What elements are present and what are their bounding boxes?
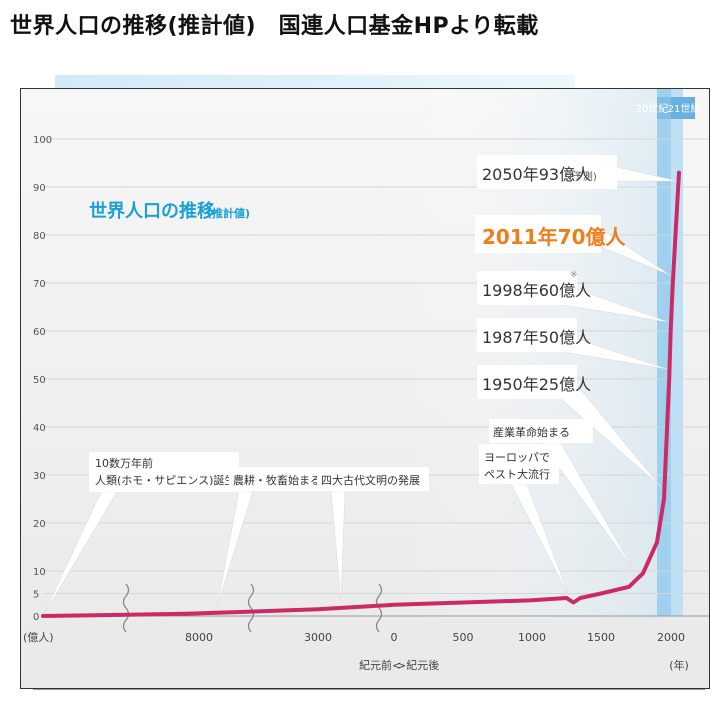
x-label-bce: 紀元前<	[359, 658, 401, 672]
series-line	[41, 170, 681, 618]
y-tick-label: 0	[33, 612, 39, 623]
y-axis-unit: (億人)	[23, 631, 54, 644]
y-tick-label: 50	[33, 375, 46, 386]
annotation-industrial: 産業革命始まる	[489, 419, 593, 443]
annotation-text: 人類(ホモ・サピエンス)誕生	[95, 473, 235, 487]
x-tick-label: 3000	[304, 631, 332, 644]
annotation-civ: 四大古代文明の発展	[317, 467, 429, 491]
axis-break-mark	[247, 583, 255, 633]
annotation-p1998: 1998年60億人※	[477, 270, 591, 305]
annotation-box	[477, 365, 577, 399]
chart-frame: 20世紀 21世紀 0 5 10 20 30 40 50 60 70 80 90 100 (億人) 800…	[20, 88, 710, 689]
x-label-ce: >紀元後	[397, 658, 439, 672]
annotation-box	[477, 155, 617, 189]
annotation-box	[477, 318, 577, 352]
annotation-p2050: 2050年93億人(予測)	[477, 155, 617, 189]
page-title: 世界人口の推移(推計値) 国連人口基金HPより転載	[10, 14, 539, 39]
y-tick-label: 40	[33, 423, 46, 434]
x-tick-label: 500	[453, 631, 474, 644]
century-21-box	[671, 97, 695, 119]
century-20-box	[657, 97, 671, 119]
annotation-p1987: 1987年50億人	[477, 318, 591, 352]
x-tick-label: 1000	[518, 631, 546, 644]
population-chart: 20世紀 21世紀 0 5 10 20 30 40 50 60 70 80 90 100 (億人) 800…	[21, 89, 709, 688]
annotation-box	[89, 452, 239, 492]
y-tick-label: 90	[33, 183, 46, 194]
annotation-p1950: 1950年25億人	[477, 365, 591, 399]
annotation-text: ヨーロッパで	[484, 451, 550, 464]
annotation-p2011: 2011年70億人	[475, 215, 626, 253]
y-tick-label: 70	[33, 279, 46, 290]
annotation-text: 1987年50億人	[482, 328, 591, 347]
y-tick-label: 60	[33, 327, 46, 338]
y-tick-label: 100	[33, 135, 52, 146]
annotation-text: 2050年93億人	[482, 165, 591, 184]
annotation-mark: ※	[570, 270, 578, 280]
axis-break-mark	[375, 583, 383, 633]
chart-title-note: (推計値)	[207, 206, 250, 220]
axis-break-mark	[122, 583, 130, 633]
annotation-text: 農耕・牧畜始まる	[233, 473, 321, 487]
y-tick-label: 10	[33, 567, 46, 578]
annotation-note: (予測)	[569, 170, 597, 183]
annotation-box	[477, 271, 577, 305]
y-tick-label: 5	[33, 590, 39, 601]
x-tick-label: 0	[391, 631, 398, 644]
chart-title: 世界人口の推移	[89, 200, 215, 222]
band-20th-century	[657, 89, 671, 616]
annotation-text: 四大古代文明の発展	[321, 473, 420, 487]
annotation-text: 10数万年前	[95, 456, 153, 470]
century-label: 21世紀	[668, 102, 701, 115]
y-tick-label: 30	[33, 471, 46, 482]
y-tick-label: 20	[33, 519, 46, 530]
annotation-box	[475, 215, 601, 253]
frame-shadow	[33, 689, 705, 690]
annotation-box	[479, 444, 559, 484]
x-tick-label: 2000	[657, 631, 685, 644]
x-axis-unit: (年)	[669, 658, 689, 672]
annotation-text: 1950年25億人	[482, 375, 591, 394]
annotation-text: ペスト大流行	[484, 467, 550, 481]
annotation-box	[317, 467, 429, 491]
x-tick-label: 1500	[587, 631, 615, 644]
annotation-text: 1998年60億人	[482, 281, 591, 300]
band-21st-century	[671, 89, 683, 616]
annotation-text: 2011年70億人	[482, 225, 626, 249]
century-label: 20世紀	[636, 102, 669, 115]
annotation-box	[489, 419, 593, 443]
y-tick-label: 80	[33, 231, 46, 242]
annotation-text: 産業革命始まる	[493, 425, 570, 439]
x-tick-label: 8000	[185, 631, 213, 644]
